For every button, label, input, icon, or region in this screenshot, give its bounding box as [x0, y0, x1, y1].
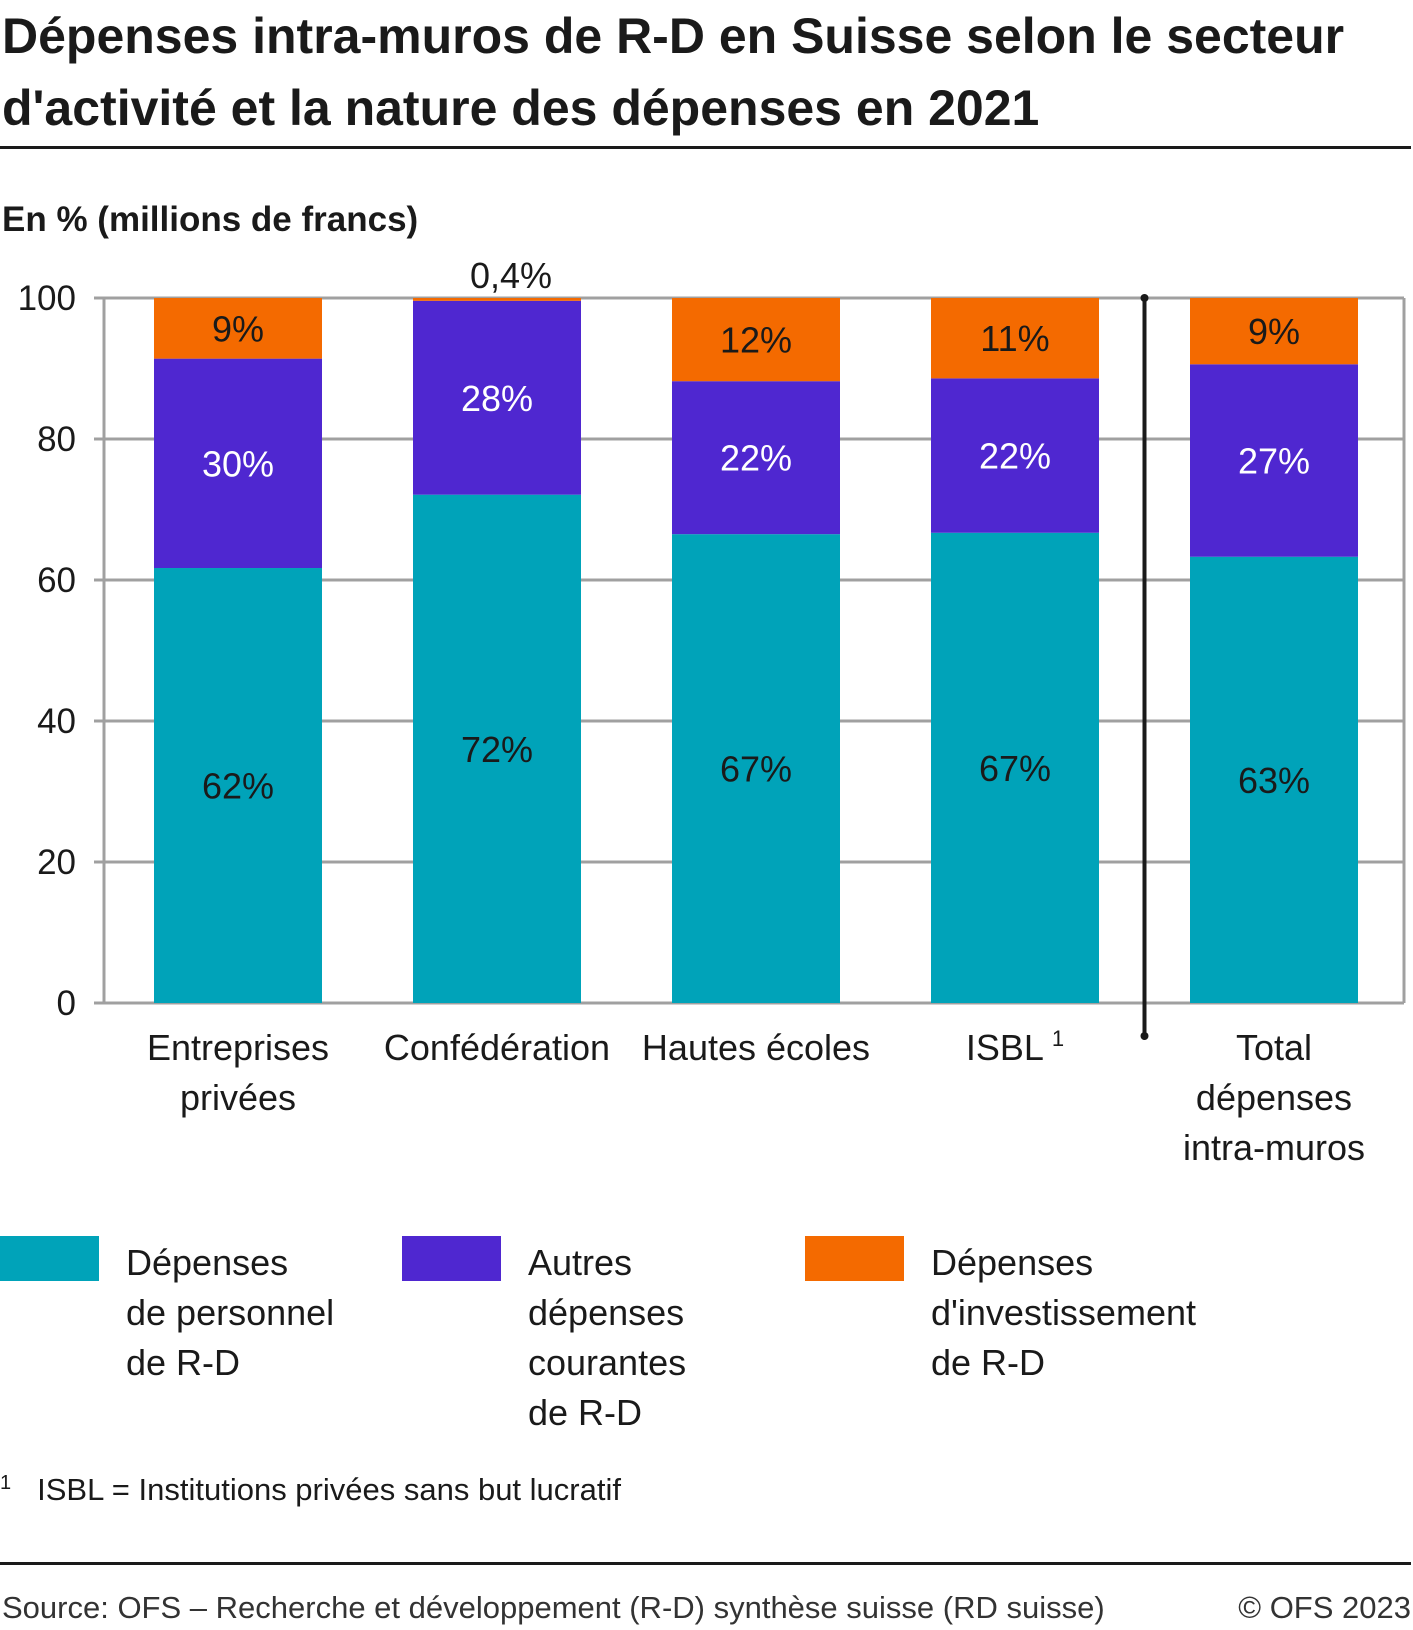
data-label: 11%	[980, 318, 1049, 359]
bar-segment	[154, 568, 322, 1003]
footer-divider	[0, 1562, 1411, 1565]
bar-segment	[672, 298, 840, 382]
title-divider	[0, 146, 1411, 149]
x-tick-label: ISBL 1	[966, 1026, 1064, 1068]
x-tick-label: Confédération	[384, 1027, 610, 1068]
legend-swatch	[805, 1236, 904, 1281]
x-tick-label: Hautes écoles	[642, 1027, 870, 1068]
bar-segment	[672, 381, 840, 535]
legend-label: Dépenses de personnel de R-D	[126, 1242, 335, 1383]
data-label: 9%	[1248, 311, 1300, 352]
footnote: 1 ISBL = Institutions privées sans but lu…	[0, 1472, 621, 1508]
x-tick-label: Total dépenses intra-muros	[1183, 1027, 1365, 1168]
data-label: 67%	[720, 749, 792, 790]
data-label: 12%	[720, 320, 792, 361]
bar-segment	[154, 358, 322, 569]
legend-swatch	[0, 1236, 99, 1281]
y-tick-label: 100	[18, 279, 76, 318]
y-tick-label: 40	[37, 702, 76, 741]
bar-segment	[413, 298, 581, 301]
bar-segment	[413, 494, 581, 1003]
bar-segment	[1190, 364, 1358, 557]
data-label: 22%	[979, 436, 1051, 477]
y-axis-label: En % (millions de francs)	[2, 200, 419, 239]
chart-title: Dépenses intra-muros de R-D en Suisse se…	[2, 8, 1345, 136]
bar-segment	[1190, 298, 1358, 365]
y-tick-label: 80	[37, 420, 76, 459]
bar-segment	[1190, 556, 1358, 1003]
bar-segment	[931, 298, 1099, 379]
data-label: 28%	[461, 378, 533, 419]
legend-swatch	[402, 1236, 501, 1281]
data-label: 63%	[1238, 760, 1310, 801]
bar-segment	[672, 534, 840, 1003]
data-label: 30%	[202, 443, 274, 484]
y-tick-label: 60	[37, 561, 76, 600]
separator-bottom-dot	[1140, 1032, 1149, 1040]
bar-segment	[154, 298, 322, 359]
source-text: Source: OFS – Recherche et développement…	[2, 1590, 1105, 1625]
bar-segment	[931, 532, 1099, 1003]
separator-top-dot	[1140, 294, 1149, 302]
data-label: 62%	[202, 766, 274, 807]
bar-segment	[413, 300, 581, 495]
data-label: 0,4%	[470, 255, 552, 296]
bar-chart: 0 20 40 60 80 100 62% 30% 9% Entreprises privées 72…	[18, 255, 1406, 1168]
footnote-text: ISBL = Institutions privées sans but luc…	[37, 1472, 621, 1507]
y-tick-label: 0	[57, 984, 76, 1023]
data-label: 9%	[212, 308, 264, 349]
legend-label: Dépenses d'investissement de R-D	[931, 1242, 1196, 1383]
x-tick-label: Entreprises privées	[147, 1027, 329, 1118]
data-label: 22%	[720, 438, 792, 479]
legend-label: Autres dépenses courantes de R-D	[528, 1242, 687, 1433]
copyright-text: © OFS 2023	[1238, 1590, 1411, 1625]
footnote-mark: 1	[0, 1472, 12, 1494]
y-tick-label: 20	[37, 843, 76, 882]
data-label: 67%	[979, 748, 1051, 789]
data-label: 72%	[461, 729, 533, 770]
data-label: 27%	[1238, 441, 1310, 482]
bar-segment	[931, 378, 1099, 533]
